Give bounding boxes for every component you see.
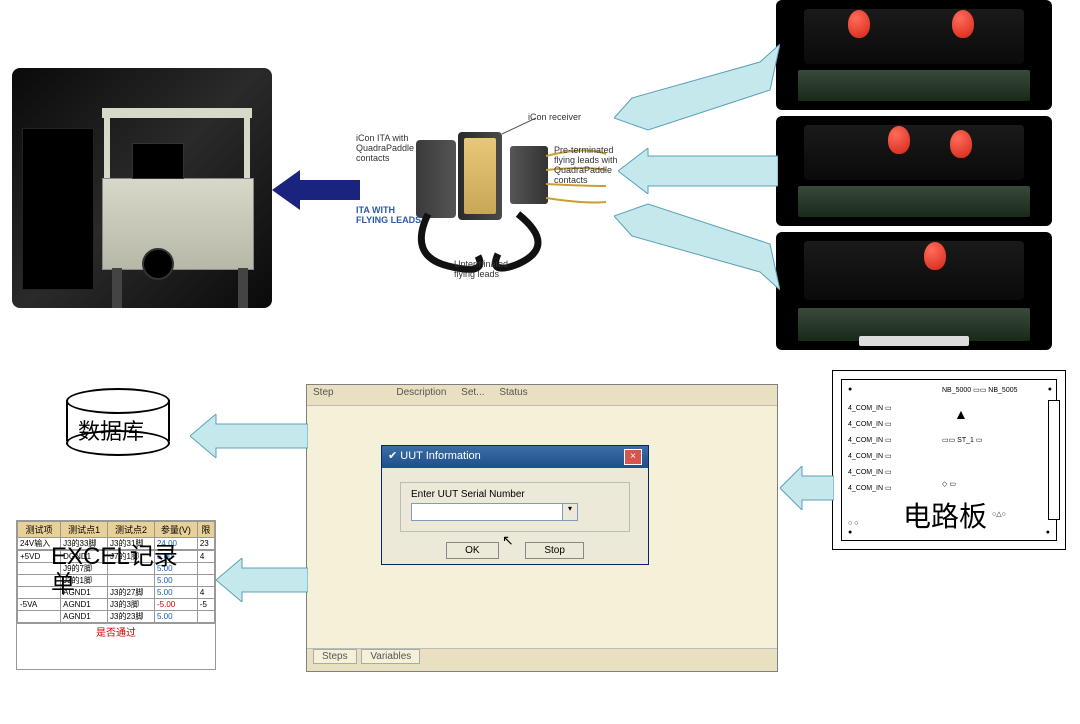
workstation-photo-inner (12, 68, 272, 308)
test-app-menubar: Step Description Set... Status (307, 385, 777, 406)
tab-steps[interactable]: Steps (313, 649, 357, 664)
label-preterm: Pre-terminated flying leads with QuadraP… (554, 146, 620, 186)
menu-set[interactable]: Set... (461, 387, 484, 398)
excel-col-header: 限 (197, 522, 214, 538)
table-row: +5VDDGND1J7的1脚5.004 (18, 551, 215, 563)
stop-button[interactable]: Stop (525, 542, 584, 559)
arrow-fixture2-to-connector (618, 148, 778, 194)
table-row: 24V输入J3的33脚J3的31脚24.0023 (18, 538, 215, 550)
workstation-photo (12, 68, 272, 308)
excel-col-header: 参量(V) (154, 522, 197, 538)
excel-col-header: 测试点1 (61, 522, 108, 538)
menu-desc[interactable]: Description (396, 387, 446, 398)
table-row: J3的1脚5.00 (18, 575, 215, 587)
arrow-fixture1-to-connector (614, 44, 780, 134)
test-app-window: Step Description Set... Status ✔ UUT Inf… (306, 384, 778, 672)
table-row: J9的7脚5.00 (18, 563, 215, 575)
excel-col-header: 测试项 (18, 522, 61, 538)
uut-dialog: ✔ UUT Information × Enter UUT Serial Num… (381, 445, 649, 565)
arrow-testapp-to-database (190, 414, 308, 458)
label-title: ITA WITH FLYING LEADS (356, 206, 426, 226)
excel-footer: 是否通过 (17, 623, 215, 639)
pcb-schematic: ● 4_COM_IN ▭ 4_COM_IN ▭ 4_COM_IN ▭ 4_COM… (832, 370, 1066, 550)
test-app-tabs: Steps Variables (307, 648, 777, 671)
fixture-photo-3 (776, 232, 1052, 350)
cursor-icon: ↖ (502, 532, 514, 549)
arrow-fixture3-to-connector (614, 200, 780, 290)
ok-button[interactable]: OK (446, 542, 498, 559)
table-row: -5VAAGND1J3的3脚-5.00-5 (18, 599, 215, 611)
tab-variables[interactable]: Variables (361, 649, 420, 664)
close-icon[interactable]: × (624, 449, 642, 465)
excel-sheet: 测试项测试点1测试点2参量(V)限 24V输入J3的33脚J3的31脚24.00… (16, 520, 216, 670)
fixture-photo-1 (776, 0, 1052, 110)
excel-col-header: 测试点2 (108, 522, 155, 538)
arrow-pcb-to-testapp (780, 466, 834, 510)
label-unterm: Unterminated flying leads (454, 260, 524, 280)
menu-status[interactable]: Status (499, 387, 527, 398)
chevron-down-icon[interactable]: ▾ (563, 503, 578, 521)
arrow-connector-to-workstation (272, 170, 360, 210)
fixture-photo-2 (776, 116, 1052, 226)
label-ita: iCon ITA with QuadraPaddle contacts (356, 134, 418, 164)
connector-diagram: iCon receiver iCon ITA with QuadraPaddle… (358, 106, 618, 286)
uut-field-label: Enter UUT Serial Number (411, 489, 619, 500)
uut-dialog-title: ✔ UUT Information (388, 449, 481, 465)
uut-serial-input[interactable] (411, 503, 563, 521)
database-icon: 数据库 (68, 390, 168, 470)
excel-table: 测试项测试点1测试点2参量(V)限 24V输入J3的33脚J3的31脚24.00… (17, 521, 215, 623)
arrow-testapp-to-excel (216, 558, 308, 602)
uut-dialog-titlebar: ✔ UUT Information × (382, 446, 648, 468)
menu-step[interactable]: Step (313, 387, 334, 398)
table-row: AGND1J3的27脚5.004 (18, 587, 215, 599)
table-row: AGND1J3的23脚5.00 (18, 611, 215, 623)
